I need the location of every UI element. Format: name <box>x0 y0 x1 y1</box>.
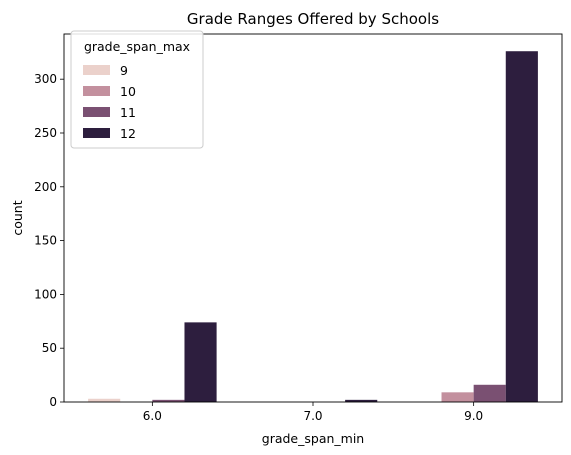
bar <box>442 392 474 402</box>
y-tick-label: 300 <box>34 72 57 86</box>
y-tick-label: 50 <box>42 341 57 355</box>
legend-label: 11 <box>120 105 136 120</box>
y-axis-ticks: 0 50 100 150 200 250 300 <box>34 72 64 409</box>
bar <box>474 385 506 402</box>
y-tick-label: 0 <box>49 395 57 409</box>
bar <box>184 322 216 402</box>
legend-swatch <box>83 65 110 75</box>
bar <box>88 399 120 402</box>
legend-label: 12 <box>120 126 136 141</box>
legend-swatch <box>83 128 110 138</box>
x-tick-label: 6.0 <box>143 409 162 423</box>
bar <box>506 51 538 402</box>
y-tick-label: 200 <box>34 180 57 194</box>
y-tick-label: 100 <box>34 287 57 301</box>
x-tick-label: 9.0 <box>464 409 483 423</box>
legend-label: 10 <box>120 84 136 99</box>
legend: grade_span_max 9 10 11 12 <box>71 31 203 148</box>
legend-swatch <box>83 86 110 96</box>
x-tick-label: 7.0 <box>303 409 322 423</box>
x-axis-label: grade_span_min <box>262 431 364 446</box>
legend-swatch <box>83 107 110 117</box>
y-tick-label: 150 <box>34 234 57 248</box>
chart-title: Grade Ranges Offered by Schools <box>187 10 439 28</box>
y-axis-label: count <box>10 200 25 235</box>
y-tick-label: 250 <box>34 126 57 140</box>
legend-label: 9 <box>120 63 128 78</box>
x-axis-ticks: 6.0 7.0 9.0 <box>143 402 483 423</box>
legend-title: grade_span_max <box>84 39 190 54</box>
